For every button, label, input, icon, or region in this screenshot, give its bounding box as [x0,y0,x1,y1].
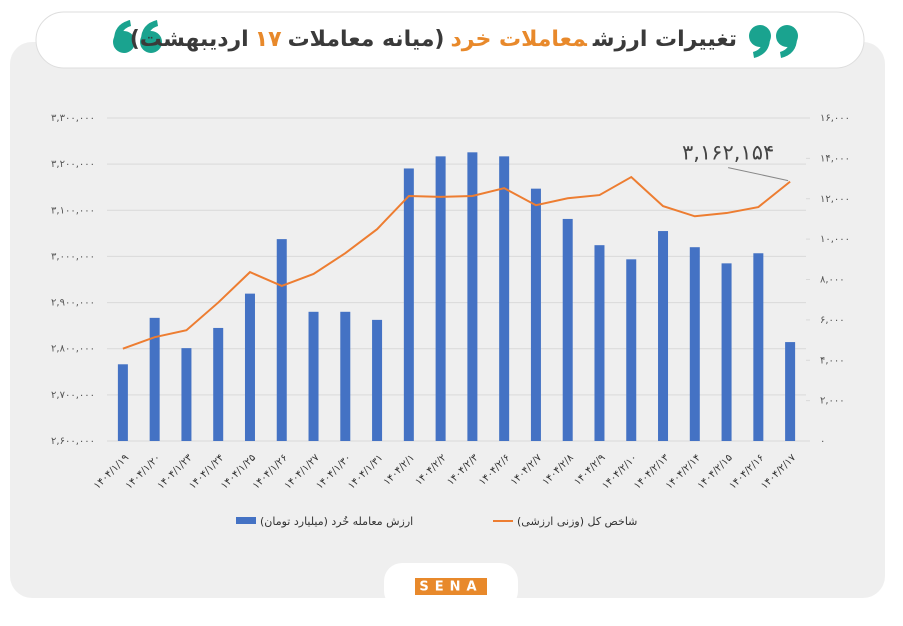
logo: SENA [419,580,482,595]
line [122,175,791,350]
bar [530,188,541,441]
y2-tick-label: ۱۴,۰۰۰ [820,153,850,164]
bar [213,327,224,441]
quote-right [749,25,798,58]
y-tick-label: ۲,۸۰۰,۰۰۰ [51,344,95,355]
y-tick-label: ۳,۰۰۰,۰۰۰ [51,251,95,262]
bar [467,152,478,441]
quote-left [113,20,162,53]
title-part: (میانه معاملات [287,27,445,52]
bar [181,348,192,441]
y2-tick-label: ۸,۰۰۰ [820,275,845,286]
bar [785,342,796,441]
bar [308,311,319,441]
panel [10,42,885,598]
y2-tick-label: ۱۶,۰۰۰ [820,113,850,124]
title-part: ۱۷ [254,27,282,52]
annotation-leader [728,167,789,182]
y2-tick-label: ۱۲,۰۰۰ [820,194,850,205]
y-tick-label: ۲,۶۰۰,۰۰۰ [51,436,95,447]
bar [372,319,383,441]
bar [276,239,287,441]
bar [753,253,764,441]
bar [435,156,446,441]
y-tick-label: ۲,۷۰۰,۰۰۰ [51,390,95,401]
value-label: ۳,۱۶۲,۱۵۴ [682,141,774,165]
legend-label: شاخص کل (وزنی ارزشی) [517,515,637,528]
y2-tick-label: ۶,۰۰۰ [820,315,845,326]
y-tick-label: ۳,۱۰۰,۰۰۰ [51,205,95,216]
y2-tick-label: ۴,۰۰۰ [820,355,845,366]
bar [149,317,160,441]
bar [721,263,732,441]
bar [340,311,351,441]
legend-swatch [236,517,256,524]
title-part: اردیبهشت) [129,27,249,52]
y2-tick-label: ۲,۰۰۰ [820,396,845,407]
bar [499,156,510,441]
y-tick-label: ۳,۳۰۰,۰۰۰ [51,113,95,124]
bar [658,231,669,441]
title-pill [35,11,865,69]
legend-label: ارزش معامله خُرد (میلیارد تومان) [260,515,413,528]
y2-tick-label: ۱۰,۰۰۰ [820,234,850,245]
y2-tick-label: ۰ [820,436,825,447]
title: تغییرات ارزشمعاملات خرد(میانه معاملات۱۷ا… [130,20,740,60]
logo-box [415,578,487,595]
bar [244,293,255,441]
title-part: معاملات خرد [450,27,587,52]
bar [403,168,414,441]
y-tick-label: ۲,۹۰۰,۰۰۰ [51,298,95,309]
y-tick-label: ۳,۲۰۰,۰۰۰ [51,159,95,170]
bar [594,245,605,441]
bar [117,364,128,441]
title-part: تغییرات ارزش [592,27,737,52]
bar [562,218,573,441]
bar [626,259,637,441]
bar [689,247,700,441]
